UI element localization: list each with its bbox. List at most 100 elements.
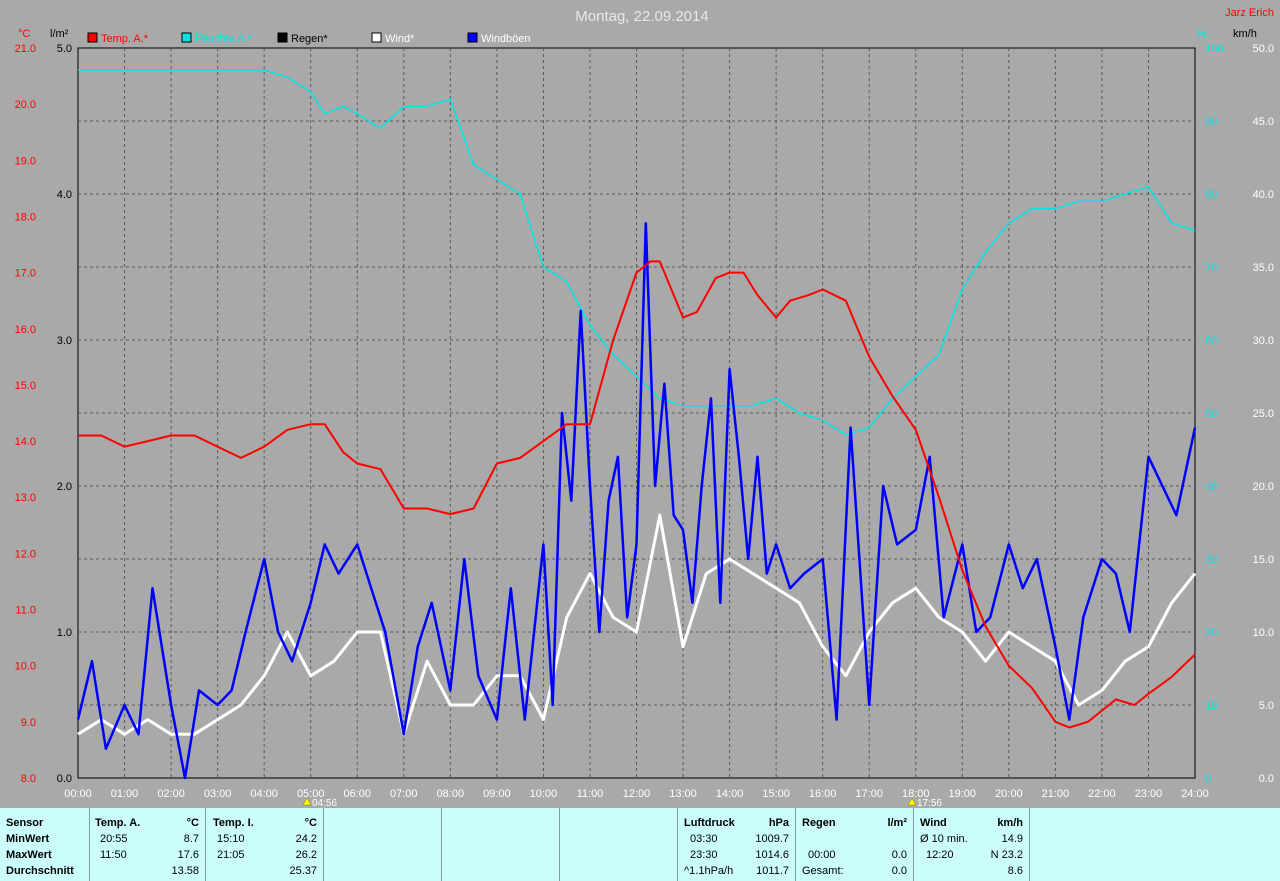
wind-day-val: 8.6 <box>1007 865 1023 877</box>
empty-cell-3 <box>560 808 678 881</box>
pressure-avg-val: 1011.7 <box>756 865 789 877</box>
temp-tick-label: 16.0 <box>15 324 36 336</box>
x-tick-label: 06:00 <box>343 788 371 800</box>
axis-ticks: 00:00 01:00 02:00 03:00 04:00 05:00 06:00 07:00… <box>15 43 1274 800</box>
rain-tick-label: 1.0 <box>57 627 72 639</box>
stats-panel: Sensor MinWert MaxWert Durchschnitt Temp… <box>0 808 1280 881</box>
legend: Temp. A.* Feuchte A.* Regen* Wind* Windb… <box>87 32 531 45</box>
pressure-cell: Luftdruck hPa 03:30 1009.7 23:30 1014.6 … <box>678 808 796 881</box>
wind-tick-label: 45.0 <box>1253 116 1274 128</box>
wind-tick-label: 10.0 <box>1253 627 1274 639</box>
legend-swatch-wind <box>371 32 382 43</box>
x-tick-label: 14:00 <box>716 788 744 800</box>
rain-unit: l/m² <box>887 817 907 829</box>
sensor-cell: Sensor MinWert MaxWert Durchschnitt <box>0 808 90 881</box>
temp-tick-label: 12.0 <box>15 548 36 560</box>
x-tick-label: 21:00 <box>1042 788 1070 800</box>
legend-label-wind: Wind* <box>385 33 415 45</box>
wind-tick-label: 20.0 <box>1253 481 1274 493</box>
pressure-header: Luftdruck <box>684 817 735 829</box>
x-tick-label: 12:00 <box>623 788 651 800</box>
x-tick-label: 00:00 <box>64 788 92 800</box>
temp-tick-label: 9.0 <box>21 717 36 729</box>
temp-i-min-val: 24.2 <box>295 833 317 845</box>
rain-tick-label: 5.0 <box>57 43 72 55</box>
wind-tick-label: 25.0 <box>1253 408 1274 420</box>
humid-tick-label: 60 <box>1205 335 1217 347</box>
temp-tick-label: 15.0 <box>15 380 36 392</box>
x-tick-label: 19:00 <box>949 788 977 800</box>
legend-swatch-temp <box>87 32 98 43</box>
humid-tick-label: 50 <box>1205 408 1217 420</box>
series-layer <box>76 69 1197 780</box>
x-tick-label: 11:00 <box>577 788 604 800</box>
wind-cell: Wind km/h Ø 10 min. 14.9 12:20 N 23.2 8.… <box>914 808 1030 881</box>
pressure-unit: hPa <box>768 817 789 829</box>
wind-tick-label: 0.0 <box>1259 773 1274 785</box>
humid-tick-label: 100 <box>1205 43 1223 55</box>
temp-i-max-time: 21:05 <box>217 849 245 861</box>
temp-tick-label: 14.0 <box>15 436 36 448</box>
wind-tick-label: 15.0 <box>1253 554 1274 566</box>
x-tick-label: 24:00 <box>1181 788 1209 800</box>
legend-label-temp: Temp. A.* <box>101 33 149 45</box>
x-tick-label: 18:00 <box>902 788 930 800</box>
empty-cell-2 <box>442 808 560 881</box>
rain-cell: Regen l/m² 00:00 0.0 Gesamt: 0.0 <box>796 808 914 881</box>
humid-tick-label: 20 <box>1205 627 1217 639</box>
pressure-min-time: 03:30 <box>690 833 718 845</box>
x-tick-label: 09:00 <box>483 788 511 800</box>
wind-unit-label: km/h <box>1233 28 1257 40</box>
rain-unit-label: l/m² <box>50 28 69 40</box>
weather-chart: 00:00 01:00 02:00 03:00 04:00 05:00 06:00 07:00… <box>14 7 1274 808</box>
humid-tick-label: 90 <box>1205 116 1217 128</box>
temp-a-min-val: 8.7 <box>183 833 199 845</box>
wind-max-val: N 23.2 <box>990 849 1023 861</box>
x-tick-label: 08:00 <box>437 788 465 800</box>
legend-label-gust: Windböen <box>481 33 531 45</box>
x-tick-label: 02:00 <box>157 788 185 800</box>
rain-tick-label: 0.0 <box>57 773 72 785</box>
x-tick-label: 17:00 <box>855 788 883 800</box>
temp-i-max-val: 26.2 <box>295 849 317 861</box>
avg-label: Durchschnitt <box>6 865 74 877</box>
rain-total-label: Gesamt: <box>802 865 844 877</box>
rain-tick-label: 4.0 <box>57 189 72 201</box>
temp-a-avg-val: 13.58 <box>171 865 199 877</box>
pressure-trend: ^1.1hPa/h <box>684 865 734 877</box>
empty-cell-1 <box>324 808 442 881</box>
humid-tick-label: 0 <box>1205 773 1211 785</box>
sun-markers: 04:56 17:56 <box>302 797 942 808</box>
series-line-humid-1 <box>78 69 1196 436</box>
humid-tick-label: 30 <box>1205 554 1217 566</box>
x-tick-label: 10:00 <box>530 788 558 800</box>
temp-tick-label: 21.0 <box>15 43 36 55</box>
x-tick-label: 16:00 <box>809 788 837 800</box>
rain-header: Regen <box>802 817 836 829</box>
legend-swatch-rain <box>277 32 288 43</box>
max-label: MaxWert <box>6 849 52 861</box>
sunrise-time: 04:56 <box>312 798 337 808</box>
temp-tick-label: 11.0 <box>15 605 36 617</box>
wind-tick-label: 30.0 <box>1253 335 1274 347</box>
author-label: Jarz Erich <box>1225 7 1274 19</box>
x-tick-label: 03:00 <box>204 788 232 800</box>
wind-tick-label: 35.0 <box>1253 262 1274 274</box>
sunset-marker-icon <box>907 797 917 806</box>
temp-a-cell: Temp. A. °C 20:55 8.7 11:50 17.6 13.58 <box>90 808 206 881</box>
x-tick-label: 20:00 <box>995 788 1023 800</box>
temp-a-header: Temp. A. <box>95 817 141 829</box>
x-tick-label: 07:00 <box>390 788 418 800</box>
temp-i-unit: °C <box>304 817 317 829</box>
temp-i-avg-val: 25.37 <box>289 865 317 877</box>
rain-tick-label: 2.0 <box>57 481 72 493</box>
chart-title: Montag, 22.09.2014 <box>575 8 708 25</box>
legend-swatch-humid <box>181 32 192 43</box>
humid-tick-label: 40 <box>1205 481 1217 493</box>
temp-tick-label: 17.0 <box>15 268 36 280</box>
temp-a-max-time: 11:50 <box>100 849 127 861</box>
rain-tick-label: 3.0 <box>57 335 72 347</box>
sensor-header: Sensor <box>6 817 44 829</box>
wind-avg-val: 14.9 <box>1001 833 1023 845</box>
temp-i-header: Temp. I. <box>213 817 254 829</box>
